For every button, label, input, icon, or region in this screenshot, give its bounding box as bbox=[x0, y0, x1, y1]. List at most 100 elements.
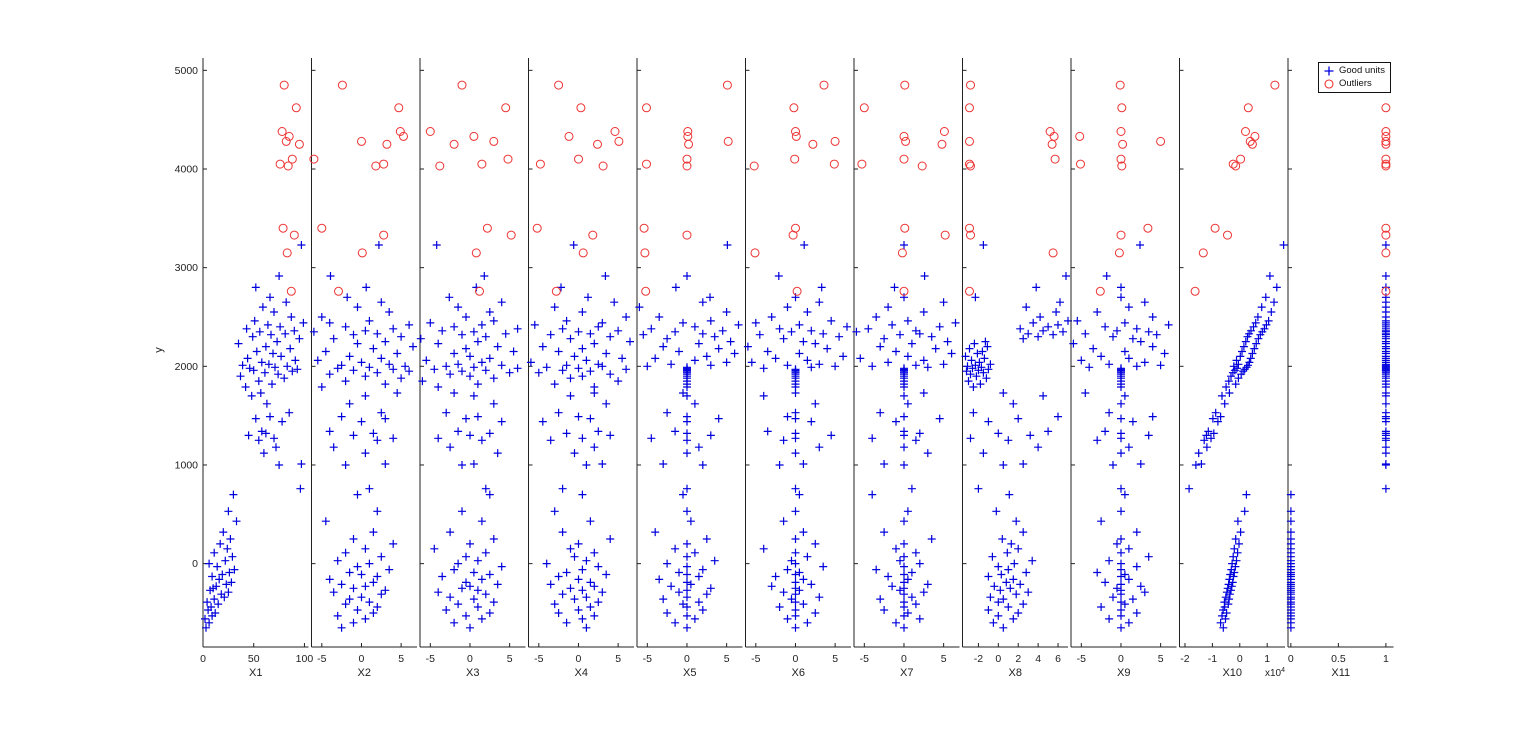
plus-marker bbox=[341, 461, 350, 469]
circle-marker bbox=[1381, 230, 1391, 240]
plus-marker bbox=[1109, 461, 1117, 469]
plus-marker bbox=[361, 372, 370, 381]
tick-label: 0 bbox=[1118, 653, 1124, 665]
plus-marker bbox=[803, 308, 812, 316]
plus-marker bbox=[714, 344, 723, 353]
tick-label: 5 bbox=[507, 653, 513, 665]
plus-marker bbox=[759, 364, 768, 373]
plus-marker bbox=[481, 548, 490, 557]
plus-marker bbox=[1242, 490, 1251, 499]
plus-marker bbox=[458, 584, 466, 593]
plus-marker bbox=[679, 600, 687, 609]
plus-marker bbox=[416, 334, 425, 343]
plus-marker bbox=[1286, 490, 1295, 499]
plus-marker bbox=[1202, 443, 1211, 452]
plus-marker bbox=[683, 484, 691, 493]
tick-label: X10 bbox=[1222, 667, 1242, 679]
plus-marker bbox=[979, 241, 988, 249]
plus-marker bbox=[690, 356, 699, 365]
plus-marker bbox=[434, 434, 443, 443]
circle-marker bbox=[722, 80, 732, 90]
circle-marker bbox=[940, 230, 950, 240]
plus-marker bbox=[586, 329, 595, 338]
plus-marker bbox=[1022, 568, 1031, 577]
tick-label: -2 bbox=[974, 653, 983, 665]
tick-label: -2 bbox=[1180, 653, 1189, 665]
plus-marker bbox=[365, 559, 374, 568]
plus-marker bbox=[997, 570, 1006, 579]
plus-marker bbox=[1216, 618, 1225, 627]
plus-marker bbox=[586, 517, 595, 526]
plus-marker bbox=[223, 544, 232, 553]
plus-marker bbox=[353, 562, 362, 571]
tick-label: 5 bbox=[1158, 653, 1164, 665]
plus-marker bbox=[774, 272, 783, 280]
plus-marker bbox=[385, 565, 394, 574]
plus-marker bbox=[578, 490, 587, 499]
plus-marker bbox=[1221, 593, 1230, 602]
plus-marker bbox=[1117, 559, 1125, 568]
circle-marker bbox=[357, 136, 366, 146]
plus-marker bbox=[683, 449, 691, 458]
circle-marker bbox=[684, 139, 694, 149]
plus-marker bbox=[570, 449, 579, 458]
plus-marker bbox=[791, 606, 800, 614]
circle-marker bbox=[1228, 159, 1238, 169]
plus-marker bbox=[594, 598, 603, 607]
plus-marker bbox=[1213, 417, 1222, 426]
plus-marker bbox=[1140, 358, 1149, 367]
plus-marker bbox=[791, 429, 800, 438]
plus-marker bbox=[690, 322, 699, 331]
plus-marker bbox=[1231, 380, 1240, 389]
circle-marker bbox=[857, 159, 867, 169]
plus-marker bbox=[726, 337, 735, 346]
tick-label: 5 bbox=[398, 653, 404, 665]
circle-marker bbox=[1116, 154, 1126, 164]
plus-marker bbox=[1132, 609, 1141, 617]
circle-marker bbox=[966, 161, 975, 171]
plus-marker bbox=[1227, 565, 1236, 574]
circle-marker bbox=[1117, 161, 1127, 171]
plus-marker bbox=[481, 590, 490, 599]
plus-marker bbox=[550, 507, 559, 516]
plus-marker bbox=[349, 584, 358, 593]
tick-label: 0 bbox=[793, 653, 799, 665]
circle-marker bbox=[1210, 223, 1220, 233]
plus-marker bbox=[252, 347, 261, 356]
circle-marker bbox=[900, 80, 910, 90]
plus-marker bbox=[614, 377, 623, 386]
tick-label: X8 bbox=[1009, 667, 1022, 679]
plus-marker bbox=[892, 347, 900, 356]
plus-marker bbox=[903, 316, 912, 325]
plus-marker bbox=[771, 354, 780, 363]
plus-marker bbox=[1222, 383, 1231, 391]
plus-marker bbox=[207, 603, 216, 611]
plus-marker bbox=[562, 429, 571, 438]
plus-marker bbox=[907, 593, 916, 602]
plus-marker bbox=[775, 461, 784, 469]
tick-label: 5 bbox=[941, 653, 947, 665]
plus-marker bbox=[481, 366, 490, 375]
plus-marker bbox=[530, 320, 539, 329]
plus-marker bbox=[1016, 324, 1025, 333]
plus-marker bbox=[1233, 517, 1242, 526]
plus-marker bbox=[445, 293, 454, 302]
plus-marker bbox=[896, 556, 904, 565]
plus-marker bbox=[1229, 552, 1238, 561]
plus-marker bbox=[469, 460, 478, 468]
plus-marker bbox=[381, 586, 390, 595]
plus-marker bbox=[232, 517, 241, 526]
plus-marker bbox=[361, 614, 370, 623]
plus-marker bbox=[337, 412, 346, 421]
circle-marker bbox=[749, 161, 759, 171]
tick-label: X5 bbox=[683, 667, 696, 679]
plus-marker bbox=[868, 362, 877, 371]
circle-marker bbox=[899, 154, 909, 164]
tick-label: 4000 bbox=[175, 163, 199, 175]
plus-marker bbox=[1219, 623, 1228, 632]
circle-marker bbox=[482, 223, 492, 233]
tick-label: 1 bbox=[1264, 653, 1270, 665]
plus-marker bbox=[967, 356, 976, 365]
plus-marker bbox=[779, 517, 788, 526]
plus-marker bbox=[683, 363, 691, 372]
